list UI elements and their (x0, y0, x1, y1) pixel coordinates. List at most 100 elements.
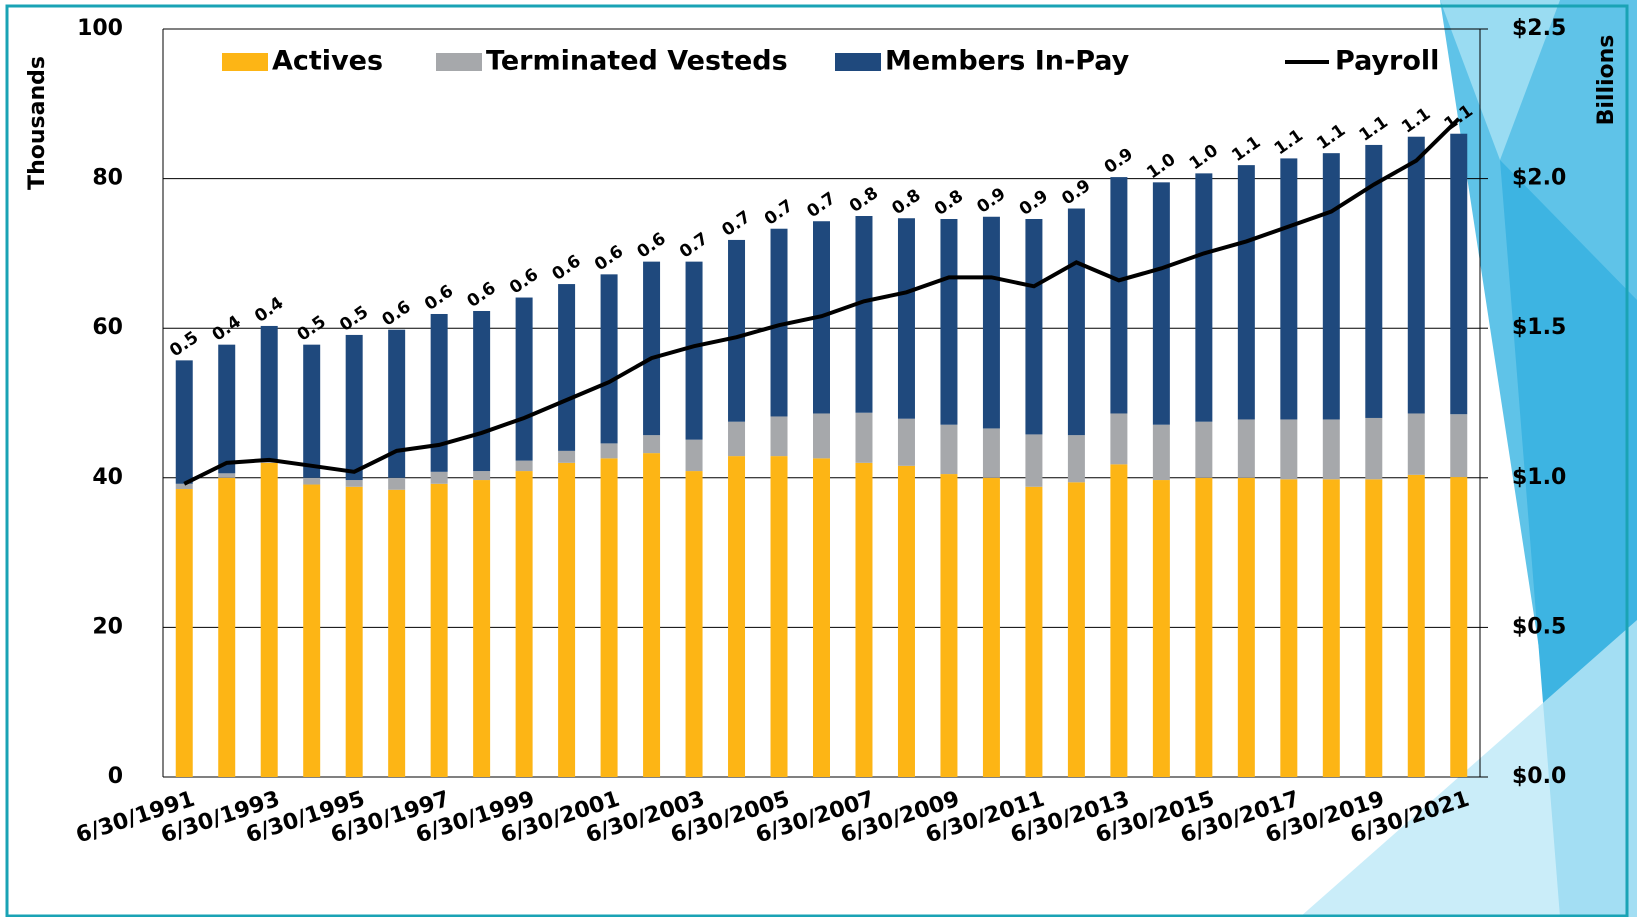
bar-segment (685, 471, 703, 777)
decor (1440, 0, 1560, 160)
bar-segment (218, 344, 236, 474)
bar-segment (473, 480, 491, 777)
y-tick-label: 20 (92, 614, 123, 639)
decor (1300, 620, 1637, 917)
bar-segment (1237, 419, 1255, 478)
bar-segment (728, 421, 746, 457)
legend-label: Actives (272, 46, 383, 77)
bar-segment (1280, 479, 1298, 777)
bar-segment (1407, 136, 1425, 414)
bar-segment (1237, 477, 1255, 777)
bar-segment (1025, 434, 1043, 487)
bar-segment (1365, 479, 1383, 777)
legend-label: Payroll (1335, 46, 1439, 77)
bar-segment (1110, 464, 1128, 777)
bar-segment (1195, 421, 1213, 478)
bar-segment (345, 334, 363, 481)
bar-segment (430, 483, 448, 777)
bar-segment (1322, 419, 1340, 480)
y-tick-label: 100 (77, 16, 123, 41)
bar-segment (1280, 158, 1298, 420)
bar-segment (473, 310, 491, 472)
bar-segment (558, 284, 576, 451)
bar-segment (1152, 424, 1170, 481)
bar-segment (1152, 182, 1170, 425)
legend-swatch (436, 53, 482, 71)
bar-segment (345, 486, 363, 777)
bar-segment (770, 456, 788, 777)
bar-segment (770, 416, 788, 457)
bar-segment (303, 477, 321, 485)
bar-segment (600, 274, 618, 444)
bar-segment (175, 489, 193, 777)
y2-tick-label: $2.5 (1512, 16, 1566, 41)
bar-segment (1195, 173, 1213, 422)
bar-segment (643, 453, 661, 777)
legend-swatch (835, 53, 881, 71)
bar-segment (600, 458, 618, 777)
bar-segment (685, 439, 703, 472)
bar-segment (897, 218, 915, 419)
bar-segment (1365, 417, 1383, 480)
bar-segment (982, 216, 1000, 429)
y2-tick-label: $0.0 (1512, 764, 1566, 789)
y2-axis-title: Billions (1594, 35, 1619, 126)
bar-segment (1067, 208, 1085, 436)
bar-segment (1450, 414, 1468, 478)
legend-swatch (222, 53, 268, 71)
y-tick-label: 0 (108, 764, 123, 789)
bar-segment (303, 344, 321, 478)
bar-segment (1067, 435, 1085, 483)
bar-segment (430, 313, 448, 472)
y-tick-label: 40 (92, 465, 123, 490)
bar-segment (855, 412, 873, 463)
bar-segment (1450, 477, 1468, 777)
bar-segment (600, 443, 618, 459)
y2-tick-label: $1.0 (1512, 465, 1566, 490)
bar-segment (770, 228, 788, 417)
bar-segment (303, 484, 321, 777)
bar-segment (1365, 144, 1383, 418)
bar-segment (260, 325, 278, 461)
bar-segment (1322, 153, 1340, 420)
bar-segment (1407, 413, 1425, 475)
bar-segment (1025, 486, 1043, 777)
bar-segment (728, 239, 746, 422)
bar-segment (260, 462, 278, 777)
bar-segment (558, 462, 576, 777)
bar-segment (1280, 419, 1298, 480)
bar-segment (515, 297, 533, 461)
bar-segment (388, 489, 406, 777)
bar-segment (218, 473, 236, 478)
bar-segment (1407, 474, 1425, 777)
bar-segment (515, 460, 533, 472)
bar-segment (430, 471, 448, 484)
bar-segment (1237, 165, 1255, 420)
frame (5, 4, 1629, 917)
bar-segment (473, 471, 491, 481)
bar-segment (218, 477, 236, 777)
bar-segment (813, 413, 830, 459)
y-tick-label: 80 (92, 166, 123, 191)
y-tick-label: 60 (92, 315, 123, 340)
bar-segment (175, 483, 193, 490)
bar-segment (855, 462, 873, 777)
line-series (183, 117, 1461, 486)
bar-segment (515, 471, 533, 777)
bar-segment (1110, 413, 1128, 465)
bar-segment (982, 428, 1000, 478)
bar-segment (345, 480, 363, 487)
bar-segment (1067, 482, 1085, 777)
y2-tick-label: $2.0 (1512, 166, 1566, 191)
y2-tick-label: $0.5 (1512, 614, 1566, 639)
bar-segment (940, 424, 958, 475)
legend-label: Terminated Vesteds (486, 46, 788, 77)
bar-segment (897, 465, 915, 777)
bar-segment (940, 474, 958, 777)
bar-segment (685, 261, 703, 440)
bar-segment (1195, 477, 1213, 777)
bar-segment (175, 360, 193, 484)
bar-segment (643, 435, 661, 454)
bar-segment (1152, 480, 1170, 777)
